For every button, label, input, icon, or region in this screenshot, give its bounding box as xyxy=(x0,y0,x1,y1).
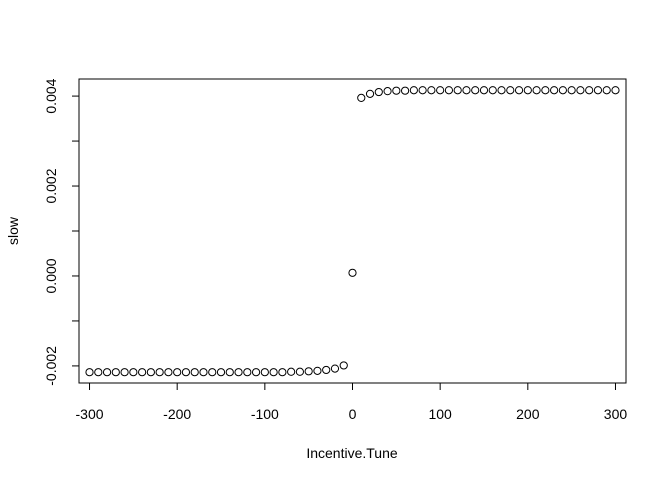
x-tick-label: 200 xyxy=(516,406,540,422)
data-point xyxy=(497,86,506,95)
data-point xyxy=(532,86,541,95)
data-point xyxy=(295,367,305,376)
x-tick-label: 0 xyxy=(349,406,357,422)
data-point xyxy=(155,368,164,377)
y-tick-label: 0.004 xyxy=(43,78,59,113)
x-tick-label: -300 xyxy=(76,406,104,422)
data-point xyxy=(243,368,252,377)
data-point xyxy=(444,86,454,95)
y-axis-label: slow xyxy=(5,216,21,245)
data-point xyxy=(611,86,620,95)
plot-frame xyxy=(78,78,627,384)
y-axis: -0.002 0.000 0.002 0.004 xyxy=(43,78,80,386)
data-point xyxy=(260,368,269,377)
data-point xyxy=(85,368,94,377)
data-point xyxy=(409,86,418,95)
x-tick-label: -100 xyxy=(251,406,279,422)
data-point xyxy=(225,368,234,377)
data-point xyxy=(278,368,287,377)
data-point xyxy=(471,86,480,95)
data-point xyxy=(418,86,427,95)
data-point xyxy=(593,86,603,95)
data-point xyxy=(208,368,217,377)
data-point xyxy=(330,364,340,373)
data-point xyxy=(602,86,611,95)
data-point xyxy=(427,86,436,95)
data-point xyxy=(129,368,138,377)
data-point xyxy=(392,86,401,95)
data-point xyxy=(181,368,191,377)
data-point xyxy=(365,89,375,98)
data-point xyxy=(190,368,199,377)
data-points xyxy=(85,86,620,377)
data-point xyxy=(269,368,278,377)
data-point xyxy=(216,368,226,377)
data-point xyxy=(120,368,129,377)
data-point xyxy=(541,86,550,95)
data-point xyxy=(523,86,532,95)
data-point xyxy=(94,368,103,377)
data-point xyxy=(506,86,515,95)
data-point xyxy=(567,86,576,95)
data-point xyxy=(287,367,296,376)
data-point xyxy=(199,368,208,377)
data-point xyxy=(102,368,112,377)
data-point xyxy=(436,86,445,95)
data-point xyxy=(488,86,497,95)
data-point xyxy=(453,86,462,95)
data-point xyxy=(322,365,331,375)
x-axis-label: Incentive.Tune xyxy=(306,445,398,461)
x-axis: -300 -200 -100 0 100 200 300 xyxy=(76,382,628,422)
data-point xyxy=(479,86,489,95)
data-point xyxy=(550,86,559,95)
data-point xyxy=(339,361,348,370)
data-point xyxy=(138,368,147,377)
y-tick-label: 0.002 xyxy=(43,168,59,203)
data-point xyxy=(558,86,567,95)
data-point xyxy=(576,86,585,95)
x-tick-label: 100 xyxy=(428,406,452,422)
data-point xyxy=(173,368,182,377)
data-point xyxy=(462,86,471,95)
data-point xyxy=(146,368,155,377)
data-point xyxy=(164,368,173,377)
data-point xyxy=(234,368,243,377)
data-point xyxy=(374,87,383,97)
data-point xyxy=(383,87,392,96)
data-point xyxy=(251,368,261,377)
data-point xyxy=(514,86,524,95)
x-tick-label: 300 xyxy=(604,406,628,422)
data-point xyxy=(313,366,322,375)
data-point xyxy=(400,86,410,95)
data-point xyxy=(585,86,594,95)
x-tick-label: -200 xyxy=(163,406,191,422)
y-tick-label: -0.002 xyxy=(43,346,59,386)
y-tick-label: 0.000 xyxy=(43,258,59,293)
data-point xyxy=(304,367,313,376)
data-point xyxy=(348,268,357,277)
data-point xyxy=(111,368,120,377)
data-point xyxy=(357,93,366,102)
